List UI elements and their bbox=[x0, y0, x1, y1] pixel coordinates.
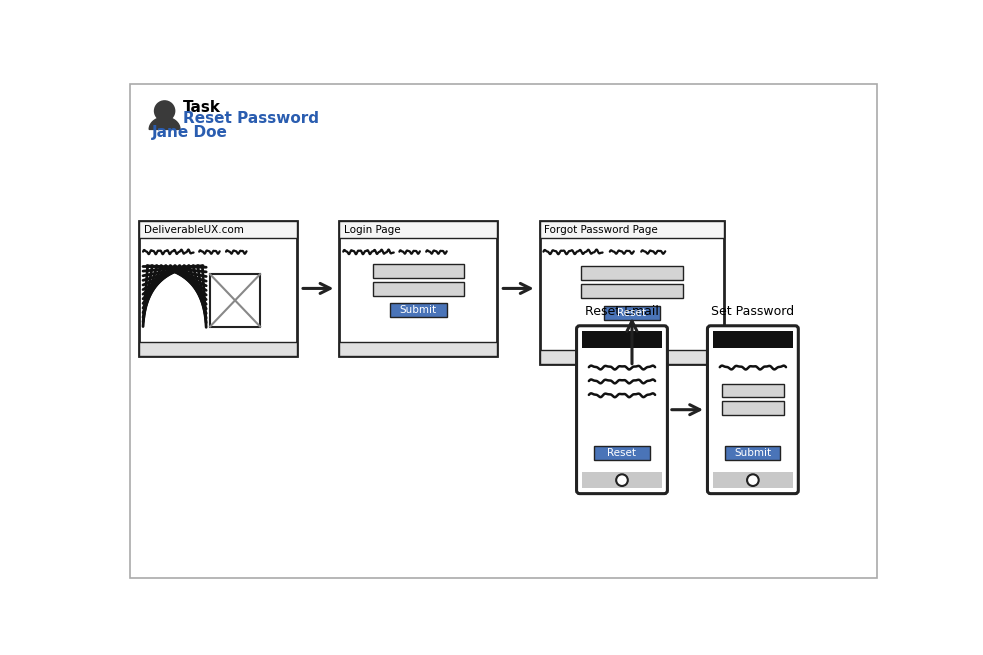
Bar bbox=[722, 402, 784, 415]
Bar bbox=[140, 221, 297, 356]
Bar bbox=[210, 274, 260, 327]
Text: Jane Doe: Jane Doe bbox=[152, 125, 228, 140]
Bar bbox=[725, 446, 781, 460]
Text: Reset: Reset bbox=[617, 308, 647, 318]
FancyBboxPatch shape bbox=[577, 326, 667, 494]
Text: Login Page: Login Page bbox=[344, 225, 401, 234]
Bar bbox=[713, 331, 793, 348]
Bar bbox=[373, 282, 464, 296]
Text: Forgot Password Page: Forgot Password Page bbox=[545, 225, 658, 234]
Text: Reset Email: Reset Email bbox=[585, 305, 659, 318]
Circle shape bbox=[747, 474, 759, 486]
Text: Reset Password: Reset Password bbox=[183, 111, 319, 126]
Circle shape bbox=[616, 474, 628, 486]
Bar bbox=[605, 306, 660, 320]
Bar bbox=[339, 221, 497, 356]
Bar bbox=[581, 284, 683, 298]
Text: Submit: Submit bbox=[734, 448, 772, 458]
Bar bbox=[595, 446, 650, 460]
Bar bbox=[540, 221, 724, 364]
Bar bbox=[540, 350, 724, 364]
Bar bbox=[540, 221, 724, 238]
Bar bbox=[582, 472, 662, 488]
Text: Submit: Submit bbox=[400, 305, 436, 314]
Bar bbox=[339, 221, 497, 238]
Bar bbox=[140, 221, 297, 238]
Circle shape bbox=[153, 100, 175, 122]
Bar bbox=[373, 264, 464, 278]
Bar bbox=[339, 342, 497, 356]
Text: Reset: Reset bbox=[607, 448, 636, 458]
Bar bbox=[581, 266, 683, 280]
Bar bbox=[713, 472, 793, 488]
Text: Set Password: Set Password bbox=[712, 305, 794, 318]
Bar bbox=[140, 342, 297, 356]
Bar bbox=[390, 303, 446, 316]
Bar bbox=[582, 331, 662, 348]
Bar bbox=[722, 384, 784, 398]
FancyBboxPatch shape bbox=[708, 326, 798, 494]
Polygon shape bbox=[149, 117, 180, 130]
Text: DeliverableUX.com: DeliverableUX.com bbox=[144, 225, 244, 234]
Text: Task: Task bbox=[183, 100, 221, 115]
